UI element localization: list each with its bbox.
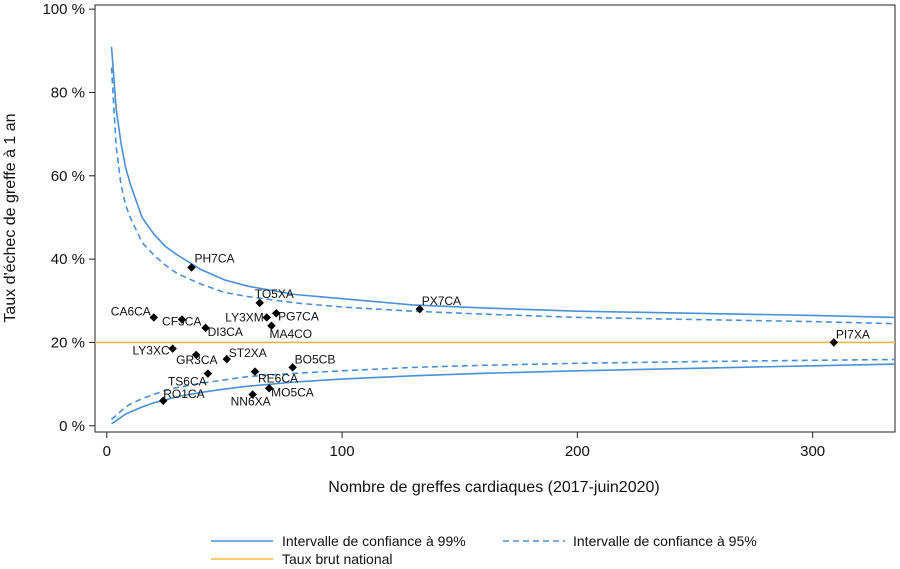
data-point-label: RE6CA [258, 372, 298, 386]
data-point-label: PI7XA [836, 327, 870, 341]
data-point-marker [177, 315, 187, 324]
data-point-label: RO1CA [163, 387, 204, 401]
data-point-label: MO5CA [271, 385, 314, 399]
data-point-label: MA4CO [269, 327, 312, 341]
data-point-label: ST2XA [229, 346, 267, 360]
ci-curve-lower99 [111, 363, 896, 425]
data-point-marker [191, 350, 201, 360]
data-point-marker [201, 323, 210, 333]
data-point-marker [248, 390, 257, 399]
plot-frame [94, 4, 896, 433]
data-point-marker [288, 363, 297, 372]
x-tick-label: 200 [565, 443, 590, 460]
data-point-label: LY3XC [133, 344, 170, 358]
ci-curve-upper95 [110, 67, 896, 325]
y-axis: 0 % 20 % 40 % 60 % 80 % 100 % [42, 1, 95, 435]
data-point-marker [158, 396, 168, 405]
data-point-label: CF3CA [162, 315, 201, 329]
data-point-marker [203, 369, 213, 378]
ci-curve-lower95 [110, 358, 896, 421]
legend: Intervalle de confiance à 99% Intervalle… [211, 533, 757, 567]
x-tick-label: 100 [330, 443, 355, 460]
legend-label-national: Taux brut national [282, 551, 393, 567]
y-tick-label: 60 % [51, 168, 85, 185]
x-axis-title: Nombre de greffes cardiaques (2017-juin2… [328, 479, 659, 496]
data-point-label: GR3CA [176, 353, 217, 367]
legend-label-ci99: Intervalle de confiance à 99% [282, 533, 466, 549]
y-tick-label: 80 % [51, 84, 85, 101]
data-points: PH7CA TO5XA PX7CA LY3XM PG7CA MA4CO CA6CA CF3CA… [111, 251, 870, 408]
data-point-marker [829, 338, 839, 347]
data-point-label: PH7CA [194, 251, 234, 265]
y-tick-label: 100 % [42, 1, 85, 18]
data-point-marker [250, 367, 260, 376]
data-point-marker [222, 354, 232, 364]
data-point-marker [255, 298, 264, 308]
data-point-marker [415, 304, 424, 314]
y-tick-label: 20 % [51, 334, 85, 351]
x-axis: 0 100 200 300 [103, 432, 825, 460]
data-point-label: DI3CA [208, 325, 243, 339]
data-point-label: TO5XA [255, 287, 294, 301]
legend-label-ci95: Intervalle de confiance à 95% [573, 533, 757, 549]
data-point-marker [264, 384, 274, 393]
data-point-label: PX7CA [422, 294, 461, 308]
data-point-label: BO5CB [295, 352, 336, 366]
data-point-marker [262, 313, 272, 322]
x-tick-label: 0 [103, 443, 111, 460]
data-point-label: CA6CA [111, 304, 151, 318]
data-point-marker [168, 344, 177, 353]
data-point-marker [267, 321, 276, 331]
data-point-marker [149, 313, 159, 322]
ci-curve-upper99 [110, 46, 896, 319]
x-tick-label: 300 [800, 443, 825, 460]
data-point-label: LY3XM [225, 310, 263, 324]
confidence-interval-lines [110, 46, 896, 425]
y-tick-label: 0 % [59, 418, 85, 435]
data-point-marker [187, 263, 196, 272]
data-point-label: NN6XA [231, 395, 271, 409]
y-tick-label: 40 % [51, 251, 85, 268]
data-point-label: PG7CA [278, 309, 319, 323]
data-point-label: TS6CA [168, 375, 207, 389]
y-axis-title: Taux d'échec de greffe à 1 an [2, 113, 19, 322]
data-point-marker [271, 309, 281, 318]
